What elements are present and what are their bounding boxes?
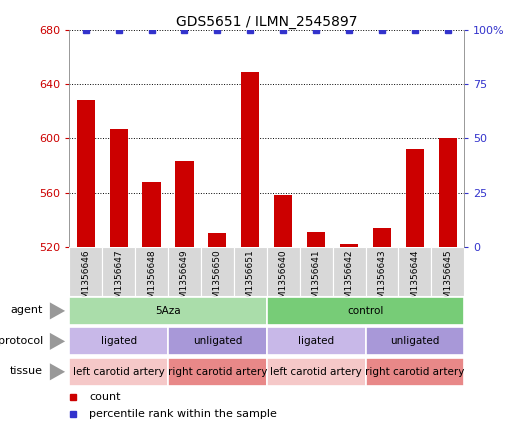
Bar [373,228,391,247]
Text: tissue: tissue [10,366,43,376]
Bar [143,182,161,247]
Bar [332,247,365,296]
Text: GSM1356649: GSM1356649 [180,250,189,310]
Text: unligated: unligated [390,336,440,346]
Bar [267,327,365,355]
Text: GSM1356650: GSM1356650 [213,250,222,310]
Text: right carotid artery: right carotid artery [365,367,465,377]
Text: ligated: ligated [298,336,334,346]
Polygon shape [50,302,65,319]
Bar [135,247,168,296]
Text: ligated: ligated [101,336,136,346]
Text: control: control [347,306,384,316]
Bar [241,72,260,247]
Bar [102,247,135,296]
Text: left carotid artery: left carotid artery [270,367,362,377]
Bar [168,327,267,355]
Text: unligated: unligated [193,336,242,346]
Bar [300,247,332,296]
Text: percentile rank within the sample: percentile rank within the sample [89,409,277,419]
Bar [406,149,424,247]
Text: GSM1356641: GSM1356641 [311,250,321,310]
Text: GSM1356640: GSM1356640 [279,250,288,310]
Polygon shape [50,363,65,380]
Bar [365,247,399,296]
Bar [69,297,267,325]
Text: left carotid artery: left carotid artery [73,367,165,377]
Title: GDS5651 / ILMN_2545897: GDS5651 / ILMN_2545897 [176,14,358,29]
Bar [69,247,102,296]
Text: GSM1356646: GSM1356646 [81,250,90,310]
Bar [168,247,201,296]
Text: GSM1356645: GSM1356645 [443,250,452,310]
Bar [69,327,168,355]
Bar [340,244,358,247]
Bar [76,100,95,247]
Bar [208,233,226,247]
Bar [234,247,267,296]
Text: right carotid artery: right carotid artery [168,367,267,377]
Bar [69,358,168,386]
Bar [201,247,234,296]
Bar [365,327,464,355]
Text: GSM1356651: GSM1356651 [246,250,255,310]
Bar [267,358,365,386]
Polygon shape [50,333,65,350]
Text: GSM1356643: GSM1356643 [378,250,386,310]
Text: GSM1356648: GSM1356648 [147,250,156,310]
Bar [175,162,193,247]
Bar [307,232,325,247]
Text: 5Aza: 5Aza [155,306,181,316]
Text: GSM1356644: GSM1356644 [410,250,420,310]
Bar [110,129,128,247]
Bar [168,358,267,386]
Text: GSM1356647: GSM1356647 [114,250,123,310]
Text: count: count [89,392,121,402]
Bar [431,247,464,296]
Text: agent: agent [11,305,43,315]
Bar [365,358,464,386]
Bar [439,138,457,247]
Bar [274,195,292,247]
Bar [399,247,431,296]
Text: protocol: protocol [0,336,43,346]
Bar [267,247,300,296]
Bar [267,297,464,325]
Text: GSM1356642: GSM1356642 [345,250,353,310]
